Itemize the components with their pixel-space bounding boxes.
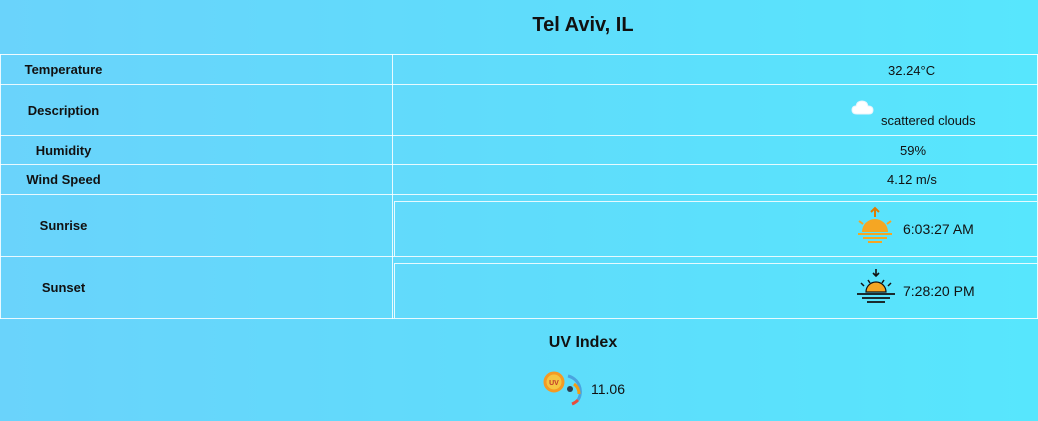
sunset-value: 7:28:20 PM: [903, 283, 975, 299]
cloud-icon: [851, 100, 874, 115]
uv-icon-text: UV: [549, 380, 559, 387]
sunrise-cell-box: [394, 201, 1037, 256]
sunset-cell-box: [394, 263, 1037, 318]
uv-index-value: 11.06: [591, 381, 625, 397]
table-row-sunset: Sunset 7:28:20 PM: [0, 256, 1038, 319]
wind-speed-value: 4.12 m/s: [887, 172, 937, 187]
row-label: Sunset: [0, 256, 393, 319]
row-value: 59%: [392, 135, 1038, 165]
table-row-sunrise: Sunrise 6:03:27 AM: [0, 194, 1038, 257]
row-value: 32.24°C: [392, 54, 1038, 85]
humidity-value: 59%: [900, 143, 927, 158]
wind-speed-label: Wind Speed: [26, 172, 101, 187]
weather-table: Temperature 32.24°C Description scattere…: [0, 54, 1038, 319]
row-value: 6:03:27 AM: [392, 194, 1038, 257]
uv-gauge-icon: UV: [543, 371, 582, 406]
description-label: Description: [27, 102, 100, 118]
row-label: Wind Speed: [0, 164, 393, 195]
row-value: scattered clouds: [392, 84, 1038, 136]
table-row-wind-speed: Wind Speed 4.12 m/s: [0, 164, 1038, 195]
sunrise-value: 6:03:27 AM: [903, 221, 974, 237]
temperature-value: 32.24°C: [888, 63, 936, 78]
humidity-label: Humidity: [35, 142, 92, 158]
sunset-label: Sunset: [41, 280, 86, 295]
table-row-description: Description scattered clouds: [0, 84, 1038, 136]
row-value: 7:28:20 PM: [392, 256, 1038, 319]
uv-index-title: UV Index: [548, 334, 618, 351]
row-label: Humidity: [0, 135, 393, 165]
sunset-icon: [857, 269, 895, 303]
sunrise-label: Sunrise: [39, 218, 88, 233]
page-title: Tel Aviv, IL: [532, 14, 634, 36]
row-label: Temperature: [0, 54, 393, 85]
table-row-humidity: Humidity 59%: [0, 135, 1038, 165]
temperature-label: Temperature: [24, 62, 103, 77]
row-value: 4.12 m/s: [392, 164, 1038, 195]
description-value: scattered clouds: [881, 113, 976, 128]
row-label: Description: [0, 84, 393, 136]
table-row-temperature: Temperature 32.24°C: [0, 54, 1038, 85]
sunrise-icon: [858, 206, 892, 243]
row-label: Sunrise: [0, 194, 393, 257]
